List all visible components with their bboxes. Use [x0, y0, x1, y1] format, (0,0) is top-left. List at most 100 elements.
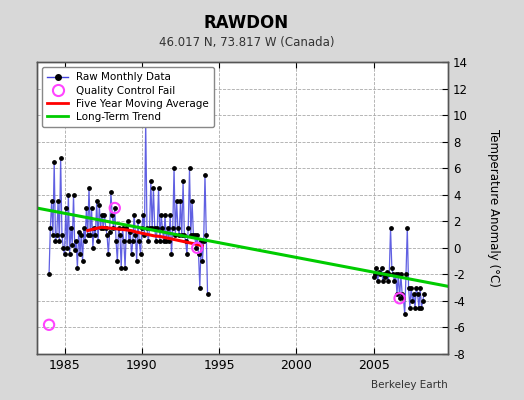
- Point: [167, 251, 176, 258]
- Point: [105, 229, 114, 235]
- Point: [136, 251, 145, 258]
- Point: [180, 231, 189, 238]
- Point: [172, 198, 181, 204]
- Point: [67, 225, 75, 231]
- Point: [93, 198, 101, 204]
- Point: [380, 271, 388, 278]
- Point: [393, 291, 401, 298]
- Point: [184, 225, 192, 231]
- Point: [85, 185, 93, 191]
- Point: [179, 178, 187, 185]
- Point: [158, 225, 167, 231]
- Point: [76, 251, 84, 258]
- Point: [402, 271, 410, 278]
- Point: [152, 238, 160, 244]
- Point: [420, 291, 428, 298]
- Point: [99, 225, 107, 231]
- Point: [169, 225, 177, 231]
- Point: [104, 251, 113, 258]
- Point: [197, 238, 205, 244]
- Point: [195, 284, 204, 291]
- Point: [388, 264, 396, 271]
- Point: [163, 225, 172, 231]
- Point: [91, 231, 100, 238]
- Point: [110, 225, 118, 231]
- Point: [397, 271, 405, 278]
- Point: [176, 198, 184, 204]
- Point: [193, 231, 201, 238]
- Point: [379, 278, 387, 284]
- Point: [407, 284, 416, 291]
- Point: [102, 225, 110, 231]
- Point: [49, 231, 57, 238]
- Point: [88, 205, 96, 211]
- Point: [192, 245, 200, 251]
- Point: [71, 247, 79, 254]
- Point: [389, 271, 397, 278]
- Point: [127, 251, 136, 258]
- Point: [178, 231, 186, 238]
- Point: [149, 185, 158, 191]
- Point: [97, 212, 106, 218]
- Point: [202, 231, 211, 238]
- Point: [181, 238, 190, 244]
- Point: [55, 238, 63, 244]
- Point: [413, 291, 422, 298]
- Point: [410, 291, 418, 298]
- Point: [398, 291, 406, 298]
- Point: [48, 198, 56, 204]
- Point: [62, 205, 70, 211]
- Point: [170, 165, 178, 171]
- Point: [60, 251, 69, 258]
- Point: [72, 238, 80, 244]
- Point: [411, 304, 419, 311]
- Point: [74, 229, 83, 235]
- Point: [157, 212, 166, 218]
- Point: [103, 231, 111, 238]
- Point: [114, 225, 123, 231]
- Point: [111, 205, 119, 211]
- Point: [124, 218, 132, 224]
- Point: [81, 238, 89, 244]
- Point: [121, 264, 129, 271]
- Point: [394, 271, 402, 278]
- Point: [153, 225, 161, 231]
- Point: [126, 229, 135, 235]
- Point: [191, 231, 199, 238]
- Point: [369, 274, 378, 280]
- Text: Berkeley Earth: Berkeley Earth: [372, 380, 448, 390]
- Point: [122, 225, 130, 231]
- Point: [416, 284, 424, 291]
- Point: [143, 225, 151, 231]
- Point: [83, 231, 92, 238]
- Point: [371, 271, 379, 278]
- Point: [66, 251, 74, 258]
- Point: [51, 238, 60, 244]
- Point: [133, 258, 141, 264]
- Point: [376, 271, 385, 278]
- Point: [203, 291, 212, 298]
- Point: [412, 284, 421, 291]
- Point: [58, 231, 66, 238]
- Point: [188, 198, 196, 204]
- Point: [117, 264, 125, 271]
- Point: [86, 231, 94, 238]
- Point: [50, 158, 58, 165]
- Point: [90, 225, 99, 231]
- Point: [400, 311, 409, 317]
- Point: [396, 295, 404, 302]
- Point: [175, 231, 183, 238]
- Point: [100, 212, 108, 218]
- Point: [79, 258, 87, 264]
- Point: [419, 298, 427, 304]
- Point: [69, 192, 78, 198]
- Legend: Raw Monthly Data, Quality Control Fail, Five Year Moving Average, Long-Term Tren: Raw Monthly Data, Quality Control Fail, …: [42, 67, 214, 127]
- Point: [374, 278, 382, 284]
- Point: [189, 231, 198, 238]
- Point: [96, 225, 105, 231]
- Point: [89, 245, 97, 251]
- Point: [46, 225, 54, 231]
- Point: [198, 258, 206, 264]
- Point: [57, 154, 65, 161]
- Point: [408, 298, 417, 304]
